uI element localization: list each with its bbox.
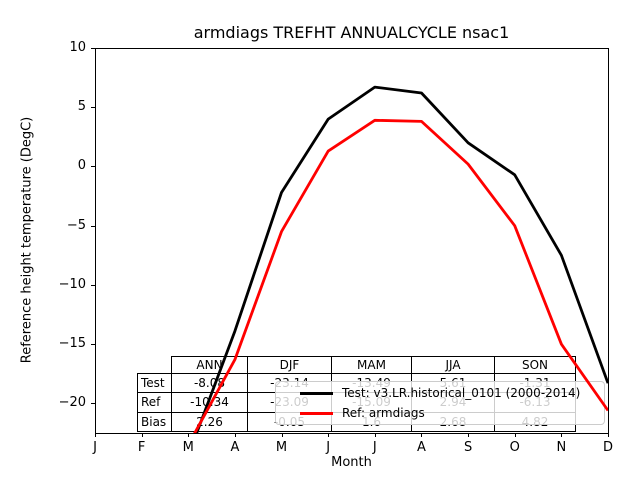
legend-entry-ref: Ref: armdiags (300, 403, 425, 423)
test-line-sample-icon (300, 391, 333, 395)
x-tick-label: D (602, 440, 613, 455)
table-row-label: Test (137, 373, 172, 393)
legend: Test: v3.LR.historical_0101 (2000-2014) … (275, 381, 605, 425)
x-tick-label: N (556, 440, 567, 455)
x-axis-label: Month (331, 455, 372, 470)
x-tick-label: F (137, 440, 146, 455)
x-tick-label: J (93, 440, 97, 455)
legend-label-ref: Ref: armdiags (342, 406, 425, 420)
table-row-label: Bias (137, 412, 172, 432)
ref-line-sample-icon (300, 411, 333, 415)
x-tick-label: A (230, 440, 240, 455)
y-tick-label: 5 (77, 99, 86, 115)
table-col-header: DJF (247, 356, 332, 374)
x-tick-label: J (372, 440, 377, 455)
y-tick-label: 10 (69, 40, 86, 55)
x-tick-label: O (509, 440, 520, 455)
table-row-label: Ref (137, 392, 172, 413)
table-value: -10.34 (171, 392, 248, 413)
x-tick-label: A (417, 440, 426, 455)
table-value: 2.26 (171, 412, 248, 432)
table-value: -8.08 (171, 373, 248, 393)
legend-entry-test: Test: v3.LR.historical_0101 (2000-2014) (300, 383, 580, 403)
x-tick-label: M (182, 440, 194, 455)
plot-border (95, 48, 609, 434)
y-tick-label: −10 (58, 276, 86, 292)
y-tick-label: −15 (58, 336, 86, 352)
x-tick-label: S (463, 440, 473, 455)
table-col-header: JJA (411, 356, 495, 374)
x-tick-label: M (275, 440, 288, 455)
chart-title: armdiags TREFHT ANNUALCYCLE nsac1 (193, 23, 510, 42)
legend-label-test: Test: v3.LR.historical_0101 (2000-2014) (342, 386, 581, 400)
x-tick-label: J (326, 440, 331, 455)
y-axis-label: Reference height temperature (DegC) (19, 116, 35, 364)
table-col-header: MAM (331, 356, 412, 374)
y-tick-label: −20 (58, 395, 86, 411)
table-col-header: SON (494, 356, 576, 374)
table-col-header: ANN (171, 356, 248, 374)
y-tick-label: −5 (66, 217, 86, 233)
y-tick-label: 0 (77, 158, 86, 174)
